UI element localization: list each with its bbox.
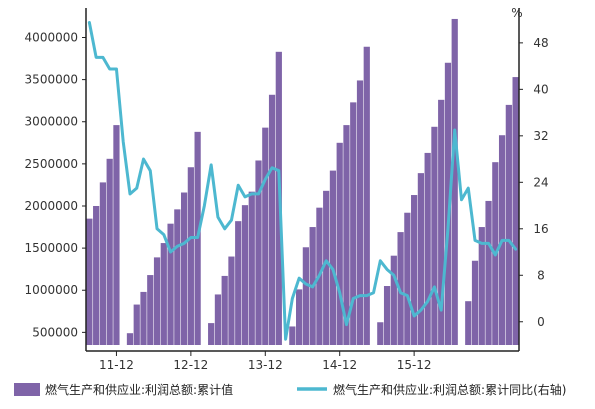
bar <box>214 294 222 345</box>
bar <box>187 167 194 345</box>
bar <box>262 127 269 345</box>
legend-swatch-bar <box>14 383 40 396</box>
left-tick-label: 2500000 <box>25 157 78 171</box>
bar <box>235 221 242 345</box>
bar <box>106 158 113 345</box>
bar <box>302 247 309 345</box>
left-tick-label: 1000000 <box>25 283 78 297</box>
x-tick-label: 13-12 <box>248 358 283 372</box>
bar <box>133 304 140 345</box>
bar <box>471 260 479 345</box>
right-tick-label: 16 <box>533 222 548 236</box>
bar <box>99 182 107 345</box>
bar <box>363 46 370 345</box>
right-tick-label: 0 <box>537 315 545 329</box>
bar <box>180 192 188 345</box>
bar <box>465 301 472 345</box>
bar <box>417 173 425 345</box>
bar <box>404 212 411 345</box>
left-tick-label: 3500000 <box>25 73 78 87</box>
right-axis-unit: % <box>511 6 522 20</box>
left-tick-label: 500000 <box>32 325 78 339</box>
bar <box>147 275 154 345</box>
bar <box>323 190 330 345</box>
bar <box>174 209 181 345</box>
line-series-layer <box>87 21 518 341</box>
bar <box>160 243 167 345</box>
bar <box>356 80 364 345</box>
x-tick-label: 12-12 <box>173 358 208 372</box>
right-tick-label: 8 <box>537 268 545 282</box>
bar <box>153 257 161 345</box>
bar <box>451 18 458 345</box>
axes: 4000000 3500000 3000000 2500000 2000000 15000… <box>25 6 549 372</box>
right-tick-label: 40 <box>533 82 548 96</box>
left-tick-label: 3000000 <box>25 115 78 129</box>
bar <box>248 191 255 345</box>
left-tick-label: 1500000 <box>25 241 78 255</box>
bar <box>329 170 337 345</box>
bar <box>126 333 134 345</box>
bar <box>221 275 228 345</box>
bar <box>350 102 357 345</box>
bar <box>431 126 438 345</box>
bar <box>512 77 519 345</box>
x-tick-label: 14-12 <box>322 358 357 372</box>
bar <box>255 160 262 345</box>
bar <box>444 62 452 345</box>
bar <box>113 125 120 345</box>
bar <box>208 323 215 345</box>
bar <box>485 200 492 345</box>
bar <box>505 104 512 345</box>
bar <box>390 255 397 345</box>
bar <box>383 286 391 345</box>
yoy-line <box>87 21 518 341</box>
right-tick-label: 24 <box>533 175 548 189</box>
bar <box>438 99 445 345</box>
bar <box>167 223 174 345</box>
legend: 燃气生产和供应业:利润总额:累计值 燃气生产和供应业:利润总额:累计同比(右轴) <box>14 382 566 397</box>
right-tick-label: 32 <box>533 129 548 143</box>
bar <box>289 326 296 345</box>
left-tick-label: 2000000 <box>25 199 78 213</box>
bar <box>93 205 100 345</box>
bar <box>411 195 418 345</box>
bar <box>86 218 93 346</box>
bar <box>478 227 485 345</box>
bar <box>140 291 147 345</box>
bar <box>241 205 249 345</box>
bar <box>268 94 276 345</box>
bar <box>296 289 303 345</box>
bar <box>336 142 343 345</box>
left-tick-label: 4000000 <box>25 30 78 44</box>
bar <box>343 125 350 345</box>
bar <box>377 322 384 345</box>
right-tick-label: 48 <box>533 36 548 50</box>
x-tick-label: 11-12 <box>99 358 134 372</box>
legend-label-bar: 燃气生产和供应业:利润总额:累计值 <box>45 382 233 397</box>
legend-label-line: 燃气生产和供应业:利润总额:累计同比(右轴) <box>333 382 566 397</box>
bar <box>397 232 404 345</box>
bar <box>424 152 431 345</box>
bar <box>228 256 235 345</box>
x-tick-label: 15-12 <box>397 358 432 372</box>
